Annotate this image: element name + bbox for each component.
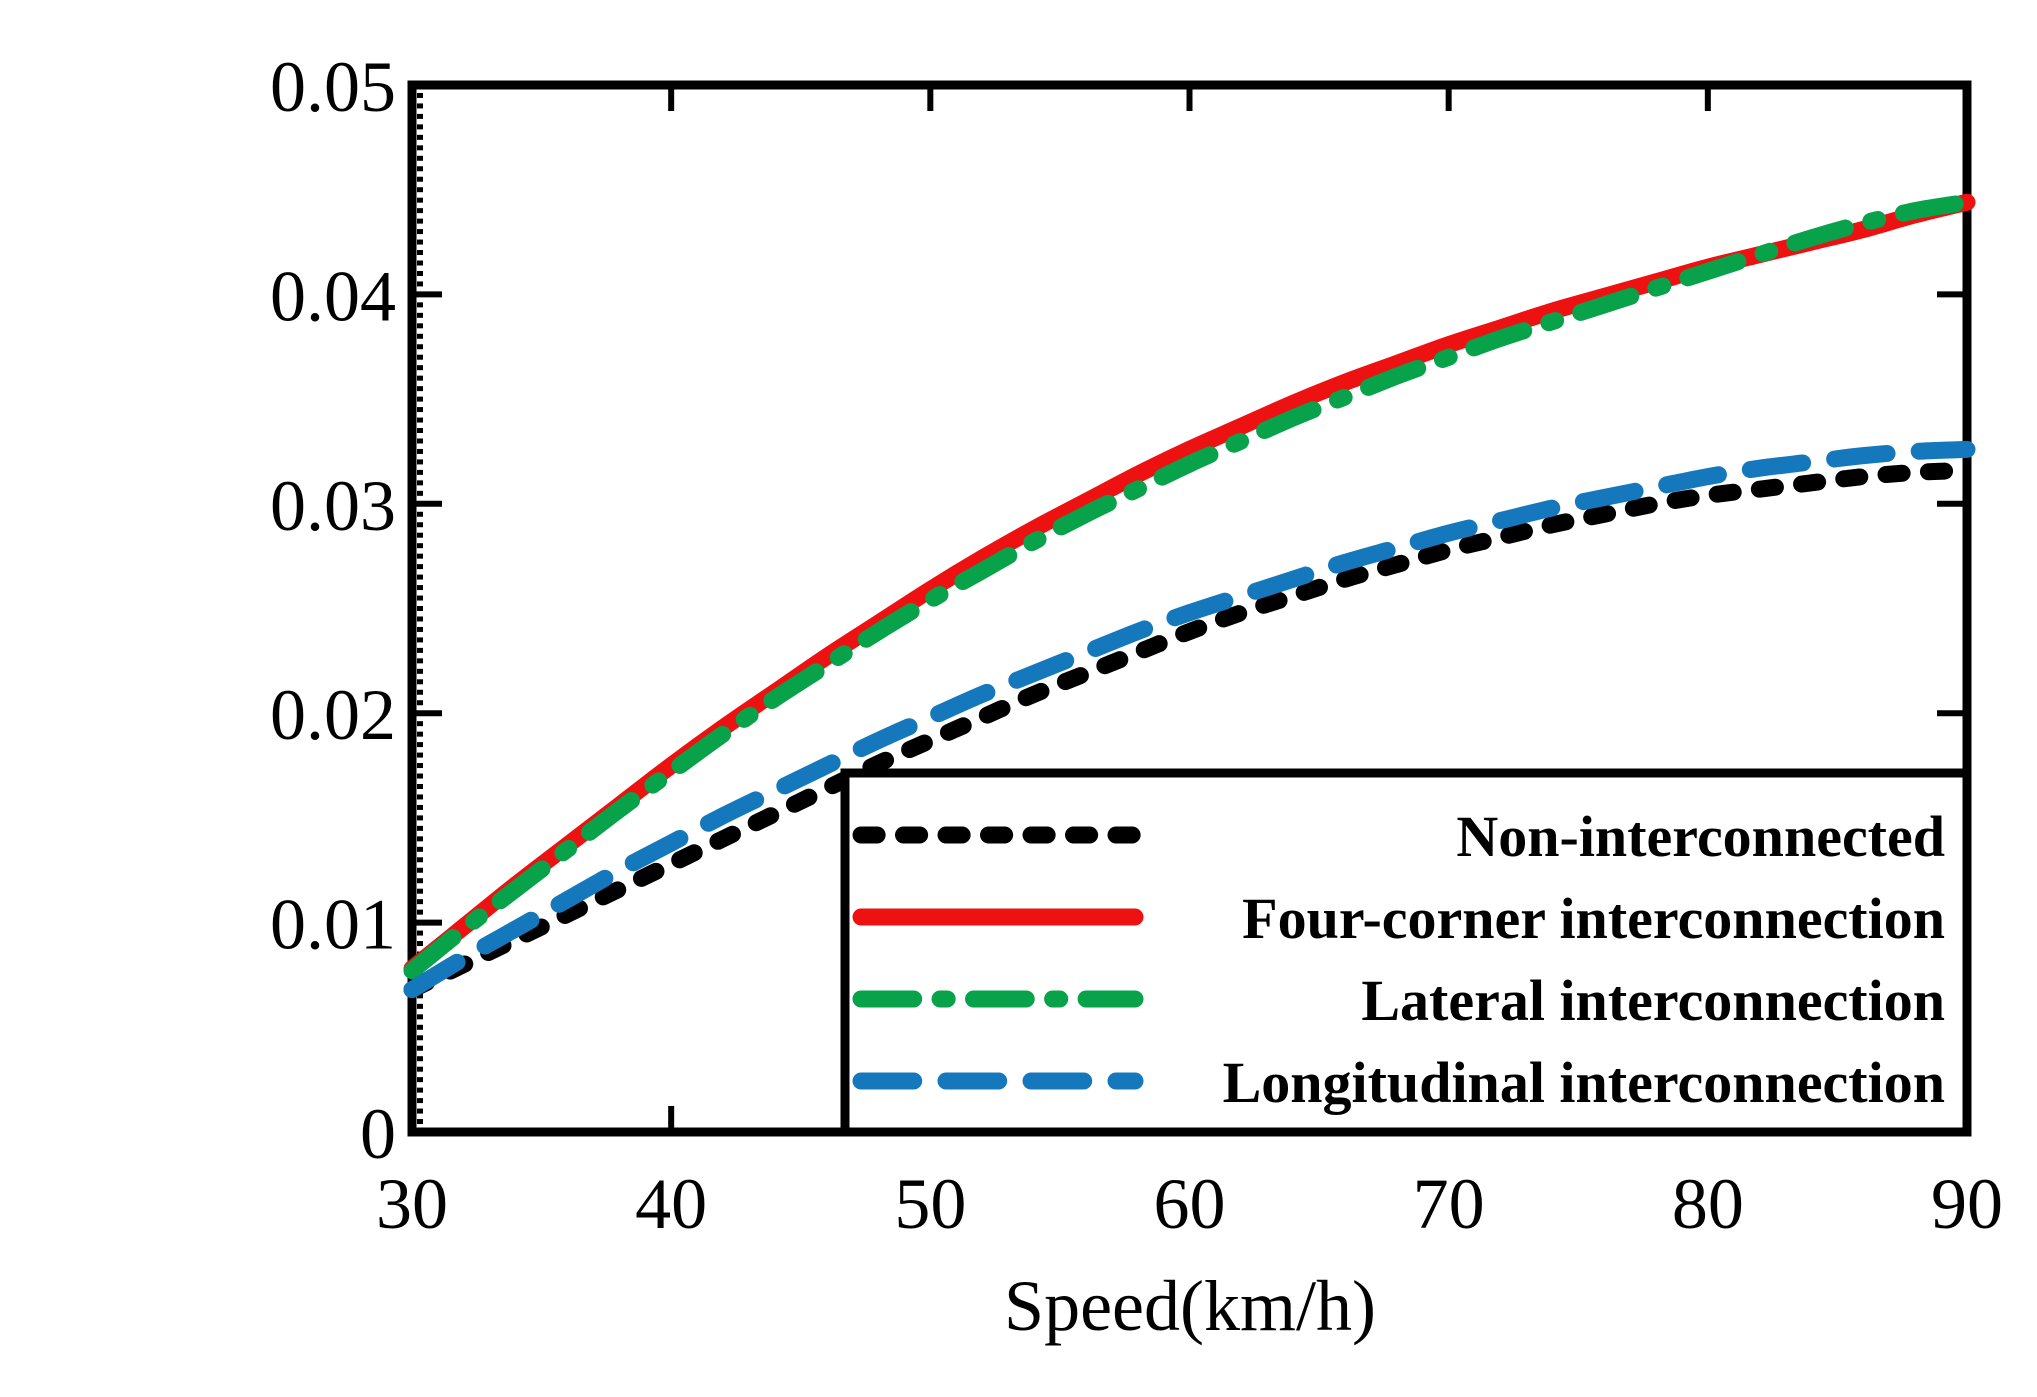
y-tick-label: 0 (360, 1094, 396, 1174)
legend-label-1: Four-corner interconnection (1242, 886, 1945, 951)
y-tick-label: 0.05 (270, 47, 396, 127)
x-tick-label: 70 (1413, 1164, 1485, 1244)
y-tick-label: 0.02 (270, 675, 396, 755)
x-tick-label: 90 (1931, 1164, 2003, 1244)
y-tick-label: 0.04 (270, 256, 396, 336)
axis-minor-ticks (417, 92, 423, 1125)
x-axis-title: Speed(km/h) (1004, 1266, 1376, 1346)
legend-label-0: Non-interconnected (1456, 804, 1945, 869)
data-series-group (403, 193, 1976, 999)
legend-label-3: Longitudinal interconnection (1223, 1050, 1945, 1115)
y-axis-tick-labels: 0 0.01 0.02 0.03 0.04 0.05 (270, 47, 396, 1174)
x-tick-label: 40 (635, 1164, 707, 1244)
series-line-3 (403, 440, 1976, 999)
y-tick-label: 0.01 (270, 885, 396, 965)
x-tick-label: 80 (1672, 1164, 1744, 1244)
x-tick-label: 50 (894, 1164, 966, 1244)
legend-label-2: Lateral interconnection (1361, 968, 1945, 1033)
legend-entries: Non-interconnected Four-corner interconne… (852, 804, 1945, 1115)
series-line-2 (403, 193, 1976, 980)
y-tick-label: 0.03 (270, 466, 396, 546)
x-tick-label: 30 (376, 1164, 448, 1244)
x-axis-tick-labels: 30 40 50 60 70 80 90 (376, 1164, 2003, 1244)
series-line-0 (403, 461, 1976, 999)
chart-legend[interactable]: Non-interconnected Four-corner interconne… (840, 768, 1972, 1137)
x-tick-label: 60 (1154, 1164, 1226, 1244)
